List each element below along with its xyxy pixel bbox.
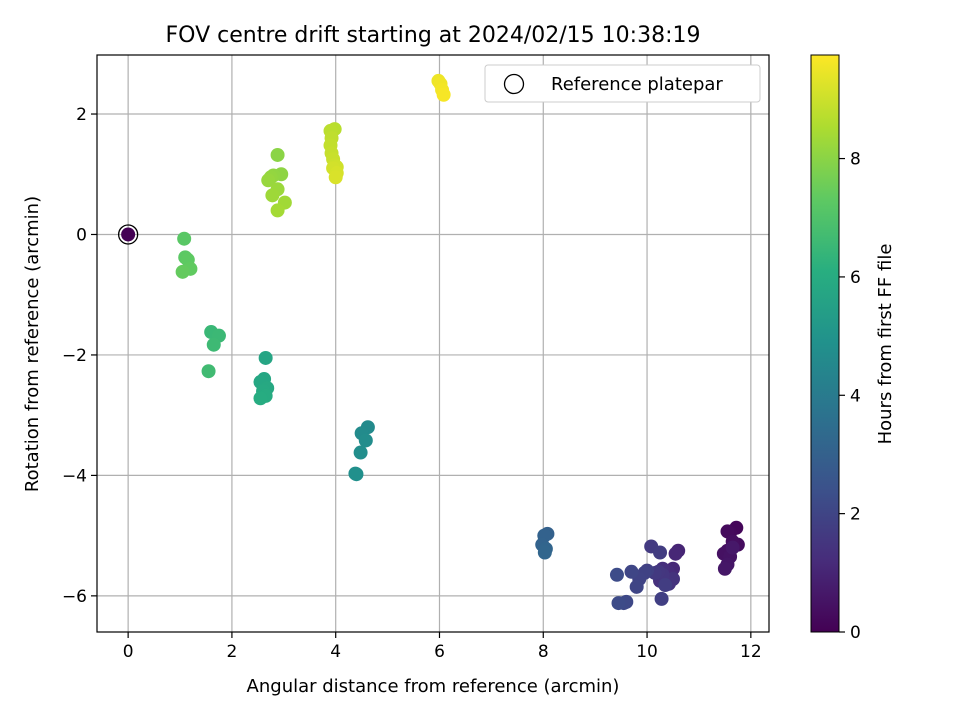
data-point	[265, 188, 280, 203]
data-point	[358, 433, 373, 448]
legend-box	[484, 64, 761, 103]
colorbar-tick-label: 0	[850, 623, 861, 643]
data-point	[654, 591, 669, 606]
x-tick-label: 8	[538, 642, 549, 662]
colorbar-tick-label: 2	[850, 505, 861, 525]
data-point	[629, 579, 644, 594]
colorbar-tick-label: 8	[850, 150, 861, 170]
data-point	[653, 545, 668, 560]
legend-marker	[503, 73, 525, 95]
data-point	[175, 264, 190, 279]
y-tick-label: −4	[62, 466, 87, 486]
y-axis-label: Rotation from reference (arcmin)	[22, 196, 43, 492]
data-point	[668, 546, 683, 561]
reference-ring	[117, 224, 139, 245]
x-tick-label: 12	[740, 642, 762, 662]
y-axis: −6 −4 −2 0 2	[62, 105, 97, 607]
y-tick-label: −6	[62, 587, 87, 607]
colorbar-ticks: 0 2 4 6 8	[839, 150, 861, 643]
x-axis: 0 2 4 6 8 10 12	[123, 632, 762, 662]
data-point	[261, 173, 276, 188]
x-tick-label: 2	[227, 642, 238, 662]
plot-frame	[96, 54, 770, 633]
x-tick-label: 6	[434, 642, 445, 662]
data-point	[201, 364, 216, 379]
y-tick-label: −2	[62, 346, 87, 366]
x-axis-label: Angular distance from reference (arcmin)	[247, 676, 620, 697]
y-tick-label: 0	[76, 225, 87, 245]
data-point	[328, 170, 343, 185]
data-point	[609, 567, 624, 582]
data-point	[258, 350, 273, 365]
data-point	[436, 87, 451, 102]
legend: Reference platepar	[484, 64, 761, 103]
x-tick-label: 0	[123, 642, 134, 662]
data-point	[206, 337, 221, 352]
colorbar-label: Hours from first FF file	[875, 244, 896, 445]
colorbar-tick-label: 4	[850, 386, 861, 406]
data-point	[725, 540, 740, 555]
data-point	[270, 203, 285, 218]
grid-lines	[97, 55, 769, 632]
colorbar: 0 2 4 6 8 Hours from first FF file	[810, 54, 896, 643]
reference-marker	[117, 224, 139, 245]
data-point	[717, 561, 732, 576]
data-point	[270, 147, 285, 162]
colorbar-gradient	[810, 54, 840, 633]
data-points	[175, 73, 745, 611]
data-point	[253, 391, 268, 406]
data-point	[537, 545, 552, 560]
data-point	[353, 445, 368, 460]
chart-title: FOV centre drift starting at 2024/02/15 …	[166, 23, 701, 48]
colorbar-tick-label: 6	[850, 268, 861, 288]
data-point	[611, 596, 626, 611]
legend-entry-reference: Reference platepar	[551, 74, 723, 95]
y-tick-label: 2	[76, 105, 87, 125]
data-point	[624, 564, 639, 579]
data-point	[349, 467, 364, 482]
reference-point	[121, 227, 136, 242]
x-tick-label: 4	[330, 642, 341, 662]
data-point	[658, 578, 673, 593]
x-tick-label: 10	[636, 642, 658, 662]
data-point	[177, 231, 192, 246]
